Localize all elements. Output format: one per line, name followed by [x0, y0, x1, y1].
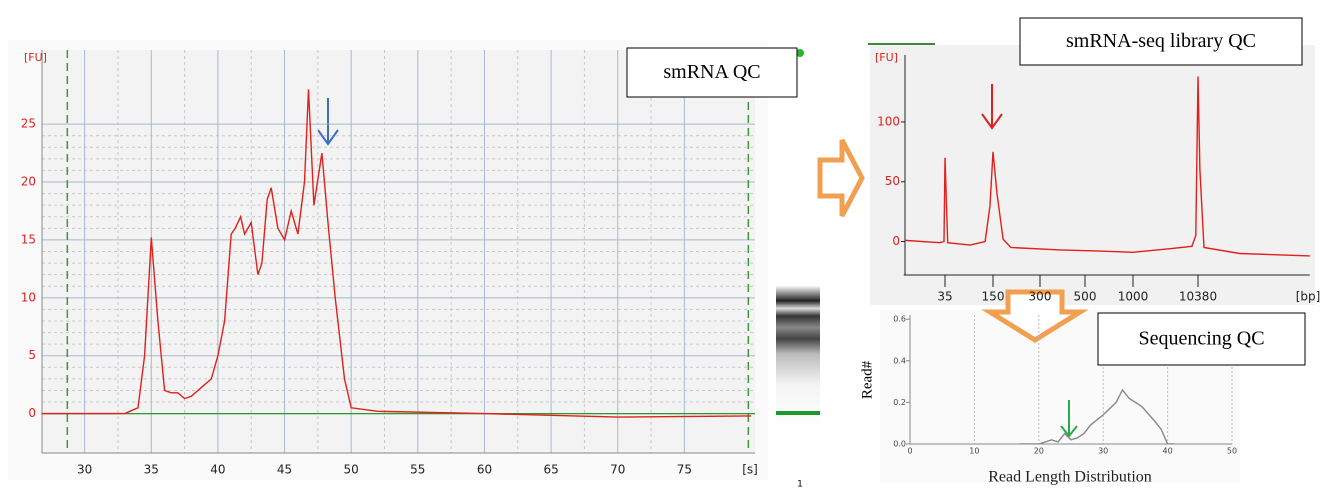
x-tick-label: 45 — [277, 463, 292, 477]
x-tick-label: 20 — [1034, 447, 1044, 456]
x-tick-label: 55 — [410, 463, 425, 477]
y-tick-label: 0 — [892, 234, 900, 248]
x-tick-label: 500 — [1074, 290, 1097, 304]
y-tick-label: 100 — [877, 114, 900, 128]
y-tick-label: 20 — [21, 175, 36, 189]
flow-arrow — [820, 140, 862, 216]
y-tick-label: 0.2 — [893, 398, 906, 407]
figure: 0 5 10 15 20 25 30 35 40 45 50 55 60 65 70 75 [FU] [s] 1 sm… — [0, 0, 1327, 491]
y-tick-label: 10 — [21, 290, 36, 304]
y-axis-label: [FU] — [24, 51, 47, 64]
y-tick-label: 5 — [28, 348, 36, 362]
x-tick-label: 1000 — [1118, 290, 1149, 304]
x-tick-label: 35 — [937, 290, 952, 304]
x-tick-label: 30 — [1098, 447, 1108, 456]
chart-title: Sequencing QC — [1138, 328, 1264, 350]
x-tick-label: 30 — [77, 463, 92, 477]
lane-label: 1 — [797, 480, 803, 490]
gel-marker — [776, 411, 820, 415]
x-tick-label: 40 — [1163, 447, 1173, 456]
x-tick-label: 300 — [1029, 290, 1052, 304]
y-tick-label: 50 — [885, 174, 900, 188]
x-tick-label: 75 — [677, 463, 692, 477]
y-tick-label: 0 — [28, 406, 36, 420]
y-tick-label: 0.0 — [893, 440, 906, 449]
y-axis-label: [FU] — [875, 51, 898, 64]
panel-bg — [870, 45, 1315, 305]
x-tick-label: 50 — [1227, 447, 1237, 456]
chart-title: smRNA QC — [663, 61, 760, 83]
y-tick-label: 15 — [21, 232, 36, 246]
x-tick-label: 40 — [210, 463, 225, 477]
gel-lane — [776, 50, 820, 430]
y-tick-label: 0.6 — [893, 315, 906, 324]
y-tick-label: 25 — [21, 117, 36, 131]
x-tick-label: 150 — [982, 290, 1005, 304]
x-tick-label: 10380 — [1179, 290, 1217, 304]
x-tick-label: 60 — [477, 463, 492, 477]
x-tick-label: 50 — [344, 463, 359, 477]
x-tick-label: 70 — [610, 463, 625, 477]
x-axis-label: Read Length Distribution — [988, 469, 1152, 486]
y-axis-label: Read# — [859, 360, 875, 399]
x-tick-label: 0 — [907, 447, 912, 456]
x-tick-label: 65 — [543, 463, 558, 477]
x-tick-label: 35 — [144, 463, 159, 477]
x-axis-label: [s] — [742, 463, 758, 477]
x-axis-label: [bp] — [1296, 290, 1321, 304]
chart-title: smRNA-seq library QC — [1066, 30, 1256, 52]
y-tick-label: 0.4 — [893, 356, 906, 365]
x-tick-label: 10 — [969, 447, 979, 456]
